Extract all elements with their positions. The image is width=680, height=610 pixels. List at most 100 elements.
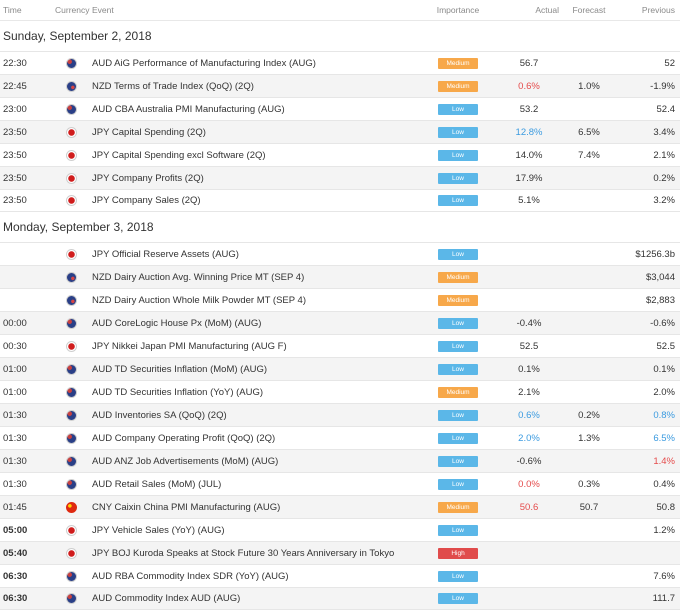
- event-row[interactable]: 01:30 AUD Company Operating Profit (QoQ) …: [0, 426, 680, 449]
- event-row[interactable]: 00:00 AUD CoreLogic House Px (MoM) (AUG) L…: [0, 311, 680, 334]
- importance-cell: Low: [417, 409, 499, 421]
- event-row[interactable]: 23:00 AUD CBA Australia PMI Manufacturing…: [0, 97, 680, 120]
- event-name[interactable]: AUD TD Securities Inflation (YoY) (AUG): [92, 386, 264, 398]
- importance-cell: Medium: [417, 271, 499, 283]
- event-name[interactable]: JPY Capital Spending (2Q): [92, 126, 206, 138]
- event-name[interactable]: AUD TD Securities Inflation (MoM) (AUG): [92, 363, 268, 375]
- event-row[interactable]: 06:30 AUD Commodity Index AUD (AUG) Low 111…: [0, 587, 680, 610]
- currency-cell: [55, 478, 87, 490]
- event-name[interactable]: JPY Nikkei Japan PMI Manufacturing (AUG …: [92, 340, 287, 352]
- importance-cell: Low: [417, 455, 499, 467]
- importance-badge: Low: [438, 103, 478, 115]
- importance-badge: Low: [438, 172, 478, 184]
- event-row[interactable]: 01:00 AUD TD Securities Inflation (YoY) (…: [0, 380, 680, 403]
- event-row[interactable]: 01:30 AUD Retail Sales (MoM) (JUL) Low 0.0%…: [0, 472, 680, 495]
- forecast-value: 0.3%: [578, 478, 600, 490]
- previous-value: 6.5%: [653, 432, 675, 444]
- actual-value: 12.8%: [515, 126, 543, 138]
- event-name[interactable]: AUD AiG Performance of Manufacturing Ind…: [92, 57, 316, 69]
- event-row[interactable]: 01:30 AUD Inventories SA (QoQ) (2Q) Low 0.6…: [0, 403, 680, 426]
- header-currency[interactable]: Currency: [55, 5, 90, 15]
- currency-cell: [55, 248, 87, 260]
- importance-badge: Low: [438, 317, 478, 329]
- importance-cell: Low: [417, 478, 499, 490]
- event-name[interactable]: AUD ANZ Job Advertisements (MoM) (AUG): [92, 455, 279, 467]
- aud-flag-icon: [65, 363, 77, 375]
- event-name[interactable]: JPY Company Sales (2Q): [92, 195, 201, 206]
- event-row[interactable]: 01:45 CNY Caixin China PMI Manufacturing …: [0, 495, 680, 518]
- importance-cell: Medium: [417, 57, 499, 69]
- event-time: 05:40: [3, 547, 28, 559]
- event-time: 01:45: [3, 501, 27, 513]
- event-row[interactable]: 23:50 JPY Capital Spending excl Software …: [0, 143, 680, 166]
- actual-value: 52.5: [519, 340, 539, 352]
- event-row[interactable]: 00:30 JPY Nikkei Japan PMI Manufacturing …: [0, 334, 680, 357]
- previous-value: 0.4%: [653, 478, 675, 490]
- currency-cell: [55, 455, 87, 467]
- importance-badge: Low: [438, 593, 478, 604]
- previous-value: 7.6%: [653, 570, 675, 582]
- event-time: 01:30: [3, 478, 27, 490]
- previous-value: -0.6%: [650, 317, 675, 329]
- event-row[interactable]: 22:30 AUD AiG Performance of Manufacturin…: [0, 51, 680, 74]
- event-name[interactable]: NZD Terms of Trade Index (QoQ) (2Q): [92, 80, 254, 92]
- importance-cell: Low: [417, 103, 499, 115]
- economic-calendar: Sunday, September 2, 2018 22:30 AUD AiG Pe…: [0, 21, 680, 610]
- previous-value: -1.9%: [650, 80, 675, 92]
- event-name[interactable]: AUD Commodity Index AUD (AUG): [92, 593, 241, 604]
- actual-value: 50.6: [519, 501, 539, 513]
- jpy-flag-icon: [65, 547, 77, 559]
- event-row[interactable]: 05:40 JPY BOJ Kuroda Speaks at Stock Futu…: [0, 541, 680, 564]
- event-name[interactable]: AUD Company Operating Profit (QoQ) (2Q): [92, 432, 276, 444]
- header-time[interactable]: Time: [3, 5, 22, 15]
- event-row[interactable]: 22:45 NZD Terms of Trade Index (QoQ) (2Q)…: [0, 74, 680, 97]
- event-name[interactable]: JPY Official Reserve Assets (AUG): [92, 248, 239, 260]
- event-row[interactable]: NZD Dairy Auction Whole Milk Powder MT (…: [0, 288, 680, 311]
- importance-badge: Low: [438, 149, 478, 161]
- actual-value: 14.0%: [515, 149, 543, 161]
- event-row[interactable]: 01:30 AUD ANZ Job Advertisements (MoM) (A…: [0, 449, 680, 472]
- event-name[interactable]: AUD CBA Australia PMI Manufacturing (AUG…: [92, 103, 285, 115]
- event-name[interactable]: NZD Dairy Auction Whole Milk Powder MT (…: [92, 294, 306, 306]
- event-row[interactable]: 06:30 AUD RBA Commodity Index SDR (YoY) (…: [0, 564, 680, 587]
- event-row[interactable]: 23:50 JPY Company Profits (2Q) Low 17.9% 0.2…: [0, 166, 680, 189]
- currency-cell: [55, 149, 87, 161]
- event-name[interactable]: JPY Company Profits (2Q): [92, 172, 204, 184]
- event-name[interactable]: JPY BOJ Kuroda Speaks at Stock Future 30…: [92, 547, 395, 559]
- importance-badge: Medium: [438, 271, 478, 283]
- event-name[interactable]: AUD Inventories SA (QoQ) (2Q): [92, 409, 227, 421]
- event-row[interactable]: 05:00 JPY Vehicle Sales (YoY) (AUG) Low 1.2…: [0, 518, 680, 541]
- nzd-flag-icon: [65, 80, 77, 92]
- event-name[interactable]: AUD CoreLogic House Px (MoM) (AUG): [92, 317, 262, 329]
- header-importance[interactable]: Importance: [436, 5, 480, 15]
- nzd-flag-icon: [65, 294, 77, 306]
- importance-cell: Medium: [417, 501, 499, 513]
- importance-cell: Low: [417, 524, 499, 536]
- event-name[interactable]: CNY Caixin China PMI Manufacturing (AUG): [92, 501, 281, 513]
- previous-value: 50.8: [656, 501, 676, 513]
- event-row[interactable]: 01:00 AUD TD Securities Inflation (MoM) (…: [0, 357, 680, 380]
- actual-value: 0.1%: [518, 363, 540, 375]
- event-name[interactable]: JPY Capital Spending excl Software (2Q): [92, 149, 266, 161]
- aud-flag-icon: [65, 432, 77, 444]
- event-time: 01:30: [3, 432, 27, 444]
- event-name[interactable]: NZD Dairy Auction Avg. Winning Price MT …: [92, 271, 305, 283]
- jpy-flag-icon: [65, 340, 77, 352]
- header-previous[interactable]: Previous: [641, 5, 675, 15]
- event-name[interactable]: JPY Vehicle Sales (YoY) (AUG): [92, 524, 225, 536]
- currency-cell: [55, 340, 87, 352]
- header-event[interactable]: Event: [92, 5, 114, 15]
- event-name[interactable]: AUD RBA Commodity Index SDR (YoY) (AUG): [92, 570, 289, 582]
- importance-badge: Low: [438, 126, 478, 138]
- header-actual[interactable]: Actual: [535, 5, 559, 15]
- event-row[interactable]: 23:50 JPY Capital Spending (2Q) Low 12.8% 6.…: [0, 120, 680, 143]
- header-forecast[interactable]: Forecast: [572, 5, 606, 15]
- currency-cell: [55, 501, 87, 513]
- event-row[interactable]: JPY Official Reserve Assets (AUG) Low $125…: [0, 242, 680, 265]
- event-name[interactable]: AUD Retail Sales (MoM) (JUL): [92, 478, 222, 490]
- day-heading: Sunday, September 2, 2018: [3, 29, 152, 43]
- currency-cell: [55, 57, 87, 69]
- importance-badge: Low: [438, 524, 478, 536]
- event-row[interactable]: 23:50 JPY Company Sales (2Q) Low 5.1% 3.2%: [0, 189, 680, 212]
- event-row[interactable]: NZD Dairy Auction Avg. Winning Price MT …: [0, 265, 680, 288]
